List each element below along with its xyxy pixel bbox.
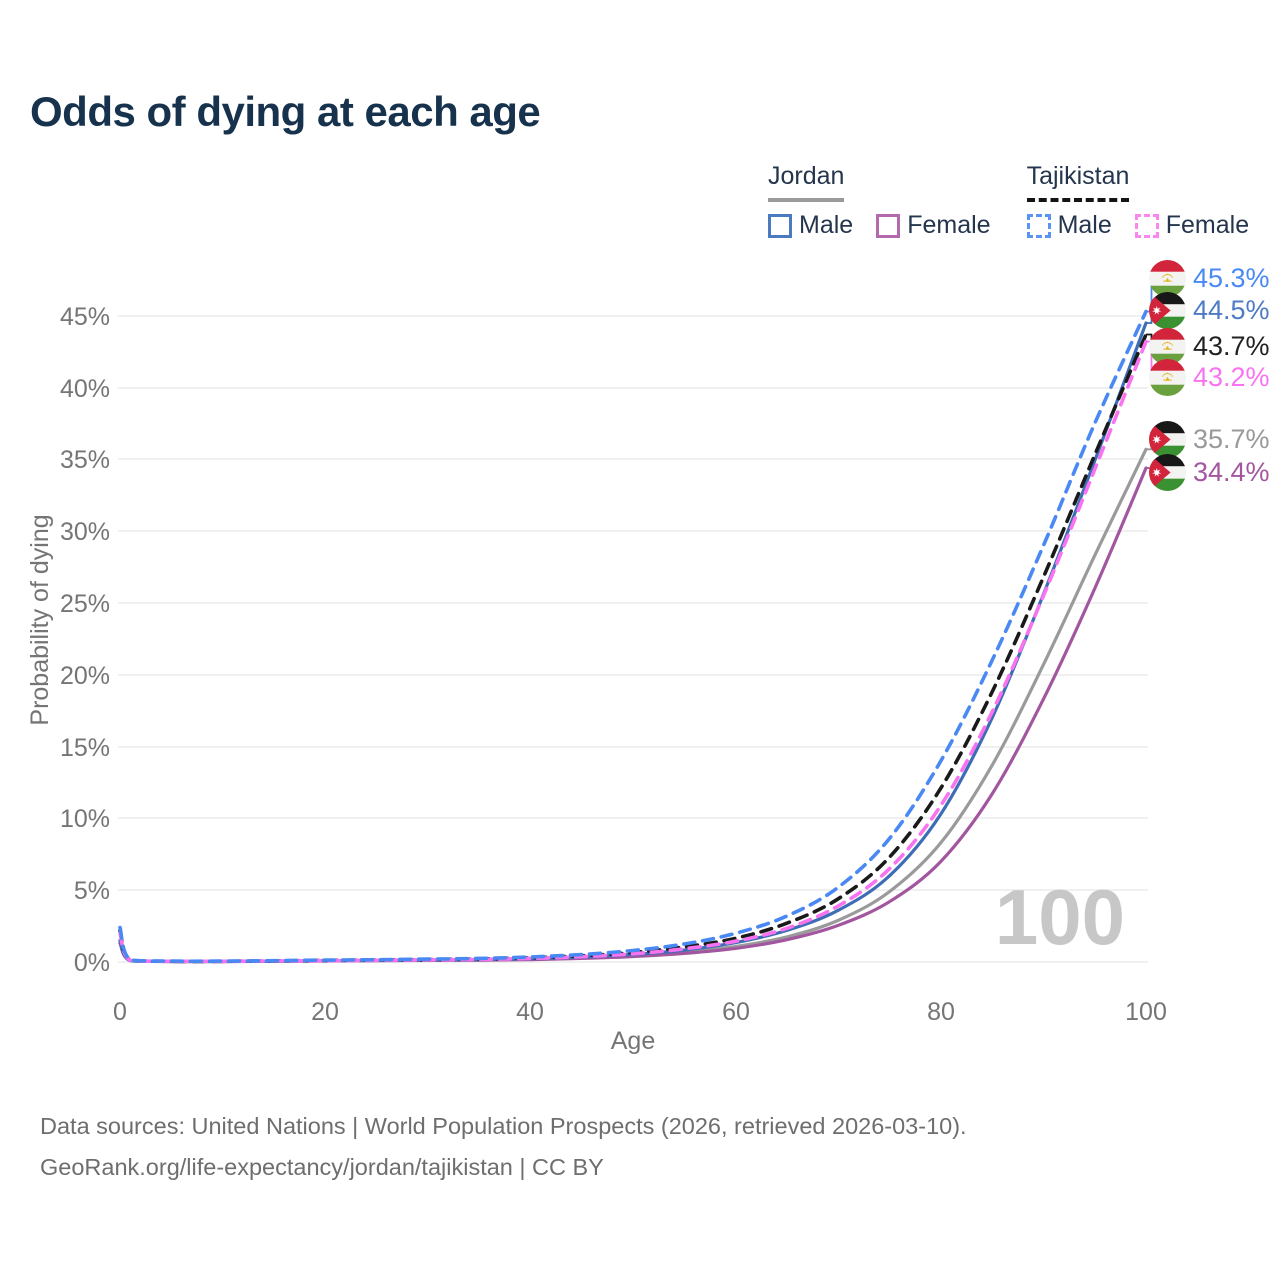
flag-tajikistan-icon xyxy=(1149,359,1186,396)
x-tick-label: 100 xyxy=(1125,998,1167,1026)
end-label-jordan-all: 35.7% xyxy=(1149,420,1270,458)
x-axis-title: Age xyxy=(611,1027,655,1055)
end-label-jordan-male: 44.5% xyxy=(1149,291,1270,329)
age-watermark: 100 xyxy=(995,873,1125,961)
tajikistan-female-checkbox[interactable] xyxy=(1134,213,1159,238)
end-label-value: 45.3% xyxy=(1193,262,1270,293)
tajikistan-male-checkbox[interactable] xyxy=(1026,213,1051,238)
x-tick-label: 80 xyxy=(927,998,955,1026)
x-tick-label: 40 xyxy=(516,998,544,1026)
legend-country-jordan[interactable]: Jordan xyxy=(768,162,845,202)
jordan-male-checkbox[interactable] xyxy=(768,213,792,238)
legend: Jordan Male Female Tajikistan Male Femal… xyxy=(768,162,1249,240)
end-label-jordan-female: 34.4% xyxy=(1149,453,1270,491)
footer: Data sources: United Nations | World Pop… xyxy=(40,1106,967,1188)
y-tick-label: 0% xyxy=(74,949,110,977)
legend-group-jordan: Jordan Male Female xyxy=(768,162,991,240)
y-tick-label: 20% xyxy=(60,662,110,690)
legend-group-tajikistan: Tajikistan Male Female xyxy=(1026,162,1250,240)
flag-jordan-icon xyxy=(1149,292,1186,329)
x-tick-label: 0 xyxy=(113,998,127,1026)
y-tick-label: 15% xyxy=(60,734,110,762)
curve-jordan-all[interactable] xyxy=(118,447,1148,964)
tajikistan-female-label: Female xyxy=(1165,211,1250,239)
curve-tajikistan-all[interactable] xyxy=(118,332,1148,964)
end-label-value: 43.2% xyxy=(1193,361,1270,392)
y-tick-label: 5% xyxy=(74,877,110,905)
x-tick-label: 20 xyxy=(311,998,339,1026)
flag-jordan-icon xyxy=(1149,454,1186,491)
legend-country-tajikistan[interactable]: Tajikistan xyxy=(1026,162,1130,202)
end-label-value: 34.4% xyxy=(1193,456,1270,487)
jordan-male-label: Male xyxy=(799,211,854,239)
x-tick-label: 60 xyxy=(722,998,750,1026)
curve-tajikistan-female[interactable] xyxy=(118,339,1148,964)
y-axis-title: Probability of dying xyxy=(26,514,54,725)
end-label-value: 44.5% xyxy=(1193,294,1270,325)
y-tick-label: 25% xyxy=(60,590,110,618)
y-tick-label: 40% xyxy=(60,375,110,403)
end-label-tajikistan-female: 43.2% xyxy=(1149,358,1270,396)
y-tick-label: 35% xyxy=(60,446,110,474)
jordan-female-label: Female xyxy=(907,211,991,239)
end-label-tajikistan-male: 45.3% xyxy=(1149,259,1270,297)
end-label-tajikistan-all: 43.7% xyxy=(1149,327,1270,365)
jordan-female-checkbox[interactable] xyxy=(876,213,901,238)
curve-jordan-male[interactable] xyxy=(118,321,1148,964)
y-tick-label: 10% xyxy=(60,805,110,833)
curve-tajikistan-male[interactable] xyxy=(118,309,1148,964)
footer-attribution: GeoRank.org/life-expectancy/jordan/tajik… xyxy=(40,1154,604,1180)
page-title: Odds of dying at each age xyxy=(30,88,541,135)
end-label-value: 35.7% xyxy=(1193,423,1270,454)
flag-jordan-icon xyxy=(1149,421,1186,458)
tajikistan-male-label: Male xyxy=(1057,211,1112,239)
y-tick-label: 45% xyxy=(60,303,110,331)
y-tick-label: 30% xyxy=(60,518,110,546)
footer-data-sources: Data sources: United Nations | World Pop… xyxy=(40,1113,967,1139)
end-label-value: 43.7% xyxy=(1193,330,1270,361)
